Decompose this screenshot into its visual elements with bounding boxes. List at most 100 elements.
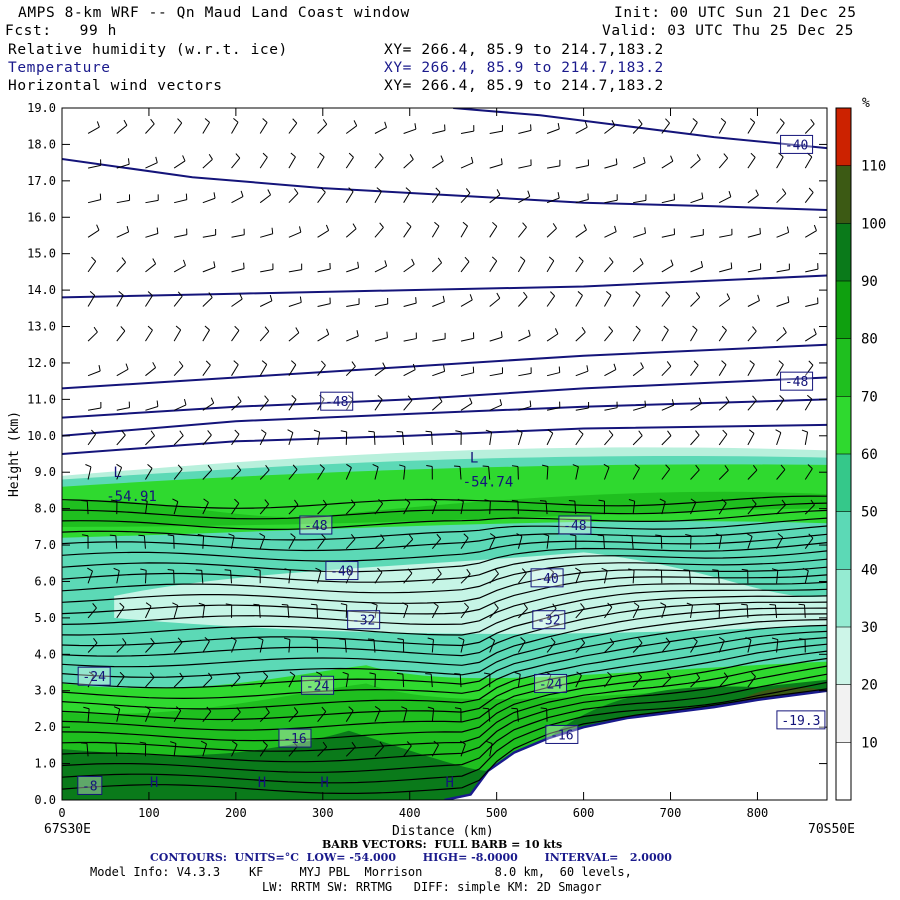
wind-barb-flag (406, 222, 412, 227)
wind-barb (604, 330, 614, 342)
wind-barb (718, 677, 729, 688)
wind-barb (173, 641, 183, 653)
wind-barb-flag (340, 430, 347, 433)
wind-barb (87, 229, 100, 238)
wind-barb-flag (483, 672, 491, 675)
wind-barb (345, 746, 356, 757)
wind-barb (517, 641, 526, 653)
wind-barb-flag (96, 121, 100, 128)
upper-isotherm (62, 398, 827, 437)
wind-barb (633, 199, 647, 204)
wind-barb (373, 431, 376, 445)
wind-barb-flag (294, 188, 299, 194)
wind-barb-flag (269, 294, 273, 301)
colorbar-swatch (836, 338, 851, 397)
wind-barb-flag (542, 533, 549, 537)
wind-barb (776, 536, 784, 549)
wind-barb (460, 537, 469, 549)
wind-barb-flag (484, 499, 491, 502)
wind-barb (546, 608, 557, 619)
upper-isotherm (62, 343, 827, 390)
wind-barb-flag (265, 707, 270, 713)
wind-barb (804, 537, 814, 549)
wind-barb (632, 570, 635, 584)
wind-barb-flag (775, 429, 782, 434)
wind-barb-flag (293, 741, 298, 747)
wind-barb-flag (93, 637, 98, 644)
wind-barb-flag (88, 671, 95, 676)
wind-barb (632, 123, 643, 134)
wind-barb (317, 268, 331, 273)
wind-barb (460, 607, 469, 619)
wind-barb-flag (91, 429, 96, 435)
wind-barb (805, 303, 819, 307)
wind-barb (345, 604, 348, 618)
wind-barb-flag (686, 602, 693, 606)
wind-barb-flag (172, 602, 179, 606)
wind-barb-flag (572, 464, 579, 468)
wind-barb (87, 570, 93, 584)
extremum-label: -54.91 (106, 489, 157, 505)
wind-barb-flag (81, 499, 88, 502)
wind-barb-flag (700, 261, 704, 268)
wind-barb (717, 570, 720, 584)
wind-barb (402, 674, 405, 688)
wind-barb-flag (781, 499, 786, 506)
wind-barb (804, 468, 813, 480)
wind-barb-flag (287, 429, 294, 433)
isotherm-line (62, 637, 827, 721)
wind-barb (87, 607, 97, 619)
wind-barb (374, 466, 379, 480)
wind-barb-flag (348, 187, 354, 193)
wind-barb-flag (454, 707, 461, 710)
wind-barb (690, 329, 698, 342)
wind-barb-flag (528, 329, 531, 336)
wind-barb-flag (665, 464, 671, 470)
contour-label-box (532, 610, 566, 630)
extremum-label: H (445, 775, 453, 791)
isotherm-line (62, 681, 827, 784)
wind-barb (631, 535, 634, 549)
wind-barb (804, 123, 815, 134)
wind-barb-flag (374, 706, 381, 711)
wind-barb (460, 337, 474, 342)
wind-barb (173, 501, 179, 515)
wind-barb (489, 573, 499, 584)
wind-barb (116, 606, 125, 619)
wind-barb-flag (351, 741, 356, 748)
wind-barb (260, 233, 273, 238)
wind-barb-flag (695, 672, 701, 679)
wind-barb (259, 331, 270, 342)
wind-barb-flag (396, 672, 403, 675)
wind-barb-flag (799, 638, 806, 640)
wind-barb-flag (581, 326, 586, 333)
wind-barb (431, 191, 441, 203)
wind-barb-flag (399, 464, 406, 468)
colorbar-swatch (836, 281, 851, 339)
wind-barb-flag (527, 190, 531, 197)
wind-barb (604, 163, 618, 169)
wind-barb-flag (207, 430, 212, 436)
wind-barb-flag (83, 706, 90, 710)
wind-barb (776, 122, 785, 134)
wind-barb-flag (516, 533, 523, 537)
x-tick-label: 400 (399, 806, 421, 820)
wind-barb-flag (486, 740, 493, 744)
wind-barb (460, 225, 468, 238)
wind-barb-flag (810, 118, 815, 125)
wind-barb-flag (172, 498, 179, 503)
wind-barb (317, 746, 328, 757)
wind-barb (517, 260, 526, 273)
wind-barb (288, 504, 299, 515)
wind-barb (403, 466, 406, 480)
wind-barb (288, 399, 297, 411)
wind-barb (260, 268, 274, 273)
wind-barb (202, 266, 216, 273)
wind-barb-flag (440, 155, 444, 162)
contour-label: -48 (304, 519, 327, 534)
wind-barb (402, 431, 405, 445)
wind-barb (632, 642, 643, 653)
wind-barb-flag (320, 187, 326, 193)
wind-barb (230, 570, 233, 584)
wind-barb (231, 535, 235, 549)
